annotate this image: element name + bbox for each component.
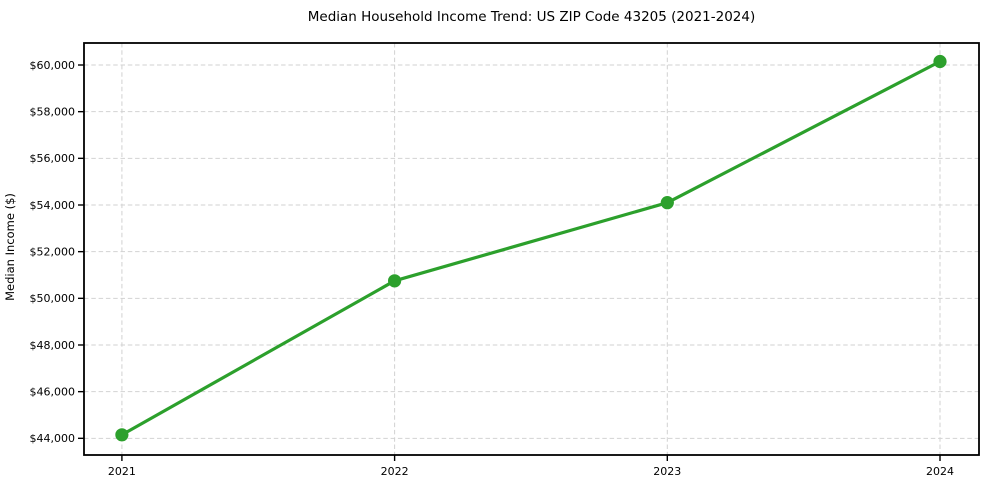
x-tick-label: 2021 xyxy=(108,465,136,478)
y-tick-label: $44,000 xyxy=(30,432,76,445)
y-tick-label: $52,000 xyxy=(30,245,76,258)
data-point xyxy=(660,196,674,210)
y-tick-label: $54,000 xyxy=(30,199,76,212)
y-tick-label: $58,000 xyxy=(30,105,76,118)
y-tick-label: $46,000 xyxy=(30,385,76,398)
data-line xyxy=(120,59,942,437)
y-tick-label: $60,000 xyxy=(30,59,76,72)
x-tick-label: 2022 xyxy=(381,465,409,478)
x-tick-label: 2023 xyxy=(653,465,681,478)
axes-border xyxy=(83,42,980,456)
x-tick-label: 2024 xyxy=(926,465,954,478)
data-point xyxy=(933,54,947,69)
data-point xyxy=(115,428,129,442)
y-tick-label: $56,000 xyxy=(30,152,76,165)
data-point xyxy=(388,274,402,288)
y-tick-label: $50,000 xyxy=(30,292,76,305)
y-tick-label: $48,000 xyxy=(30,339,76,352)
chart-title: Median Household Income Trend: US ZIP Co… xyxy=(307,9,756,25)
